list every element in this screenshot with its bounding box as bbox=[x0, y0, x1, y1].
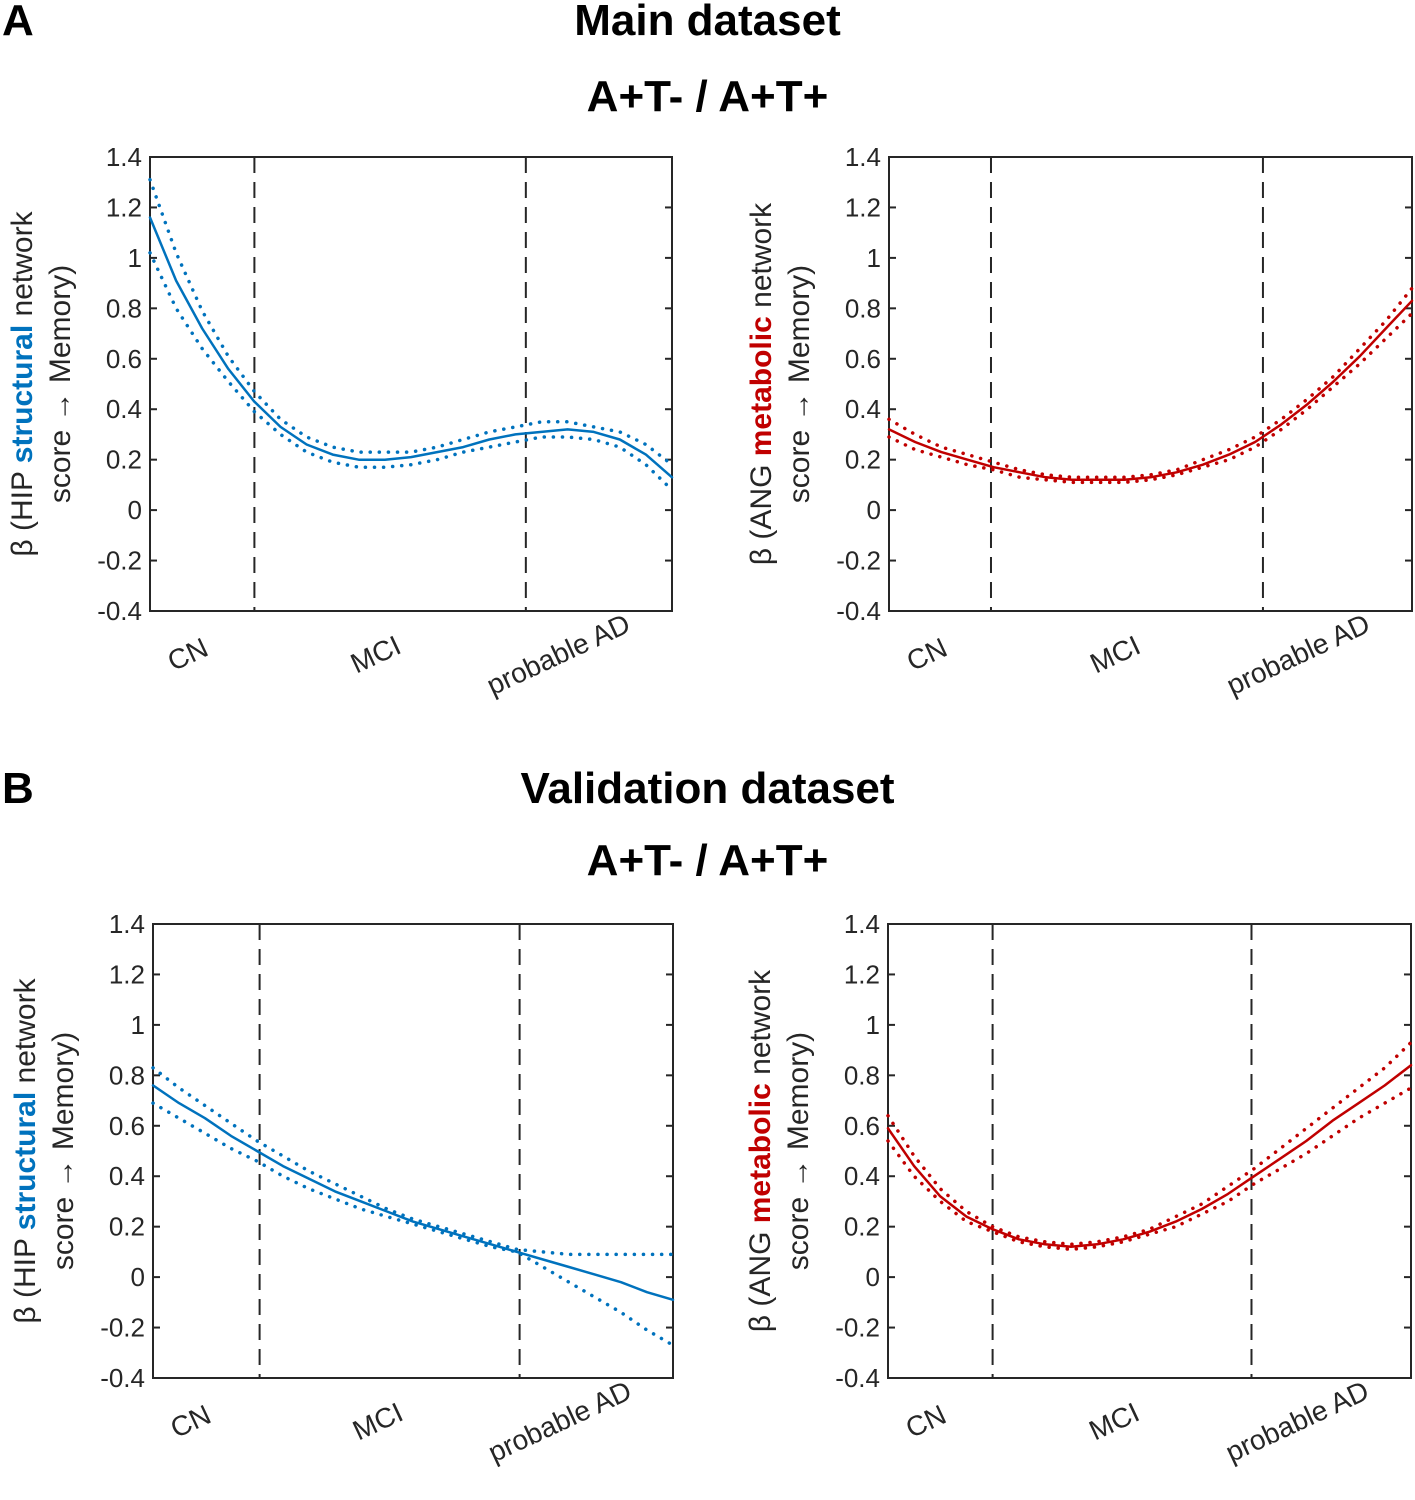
series-line-estimate bbox=[886, 1063, 1413, 1249]
x-stage-label: probable AD bbox=[483, 1375, 636, 1468]
y-axis-label-line1: β (ANG metabolic network bbox=[744, 969, 777, 1332]
y-tick-label: 0.2 bbox=[844, 1212, 880, 1242]
y-axis-label-line2: score → Memory) bbox=[44, 265, 77, 503]
y-tick-label: -0.2 bbox=[100, 1313, 145, 1343]
panel-letter-a: A bbox=[2, 0, 34, 45]
series-line-estimate bbox=[151, 1084, 675, 1302]
y-label-highlight: metabolic bbox=[744, 1083, 777, 1223]
y-tick-label: 1.2 bbox=[845, 192, 881, 222]
y-label-highlight: structural bbox=[9, 1092, 42, 1230]
series-line-upper-ci bbox=[886, 1040, 1413, 1247]
y-axis-label-line2: score → Memory) bbox=[782, 1032, 815, 1270]
x-stage-label: CN bbox=[901, 1399, 951, 1444]
panel-letter-b: B bbox=[2, 764, 34, 813]
x-stage-label: probable AD bbox=[1221, 1375, 1374, 1468]
y-tick-label: 0.8 bbox=[106, 293, 142, 323]
y-axis-label-line2: score → Memory) bbox=[47, 1032, 80, 1270]
y-tick-label: 0.8 bbox=[109, 1060, 145, 1090]
y-tick-label: -0.4 bbox=[97, 596, 142, 626]
y-axis-label-line2: score → Memory) bbox=[783, 265, 816, 503]
series-line-lower-ci bbox=[148, 251, 674, 492]
panel-b-subtitle: A+T- / A+T+ bbox=[586, 836, 829, 885]
plot-frame bbox=[887, 923, 1412, 1379]
y-label-suffix: network bbox=[744, 969, 777, 1083]
y-tick-label: 0.2 bbox=[106, 445, 142, 475]
y-tick-label: -0.2 bbox=[835, 1313, 880, 1343]
plot-frame bbox=[152, 923, 674, 1379]
chart-B-metabolic: -0.4 -0.2 0 0.2 0.4 0.6 0.8 1 1.2 1.4 CN MCI probabl… bbox=[744, 909, 1413, 1468]
series-line-upper-ci bbox=[148, 177, 674, 467]
x-stage-label: probable AD bbox=[1222, 608, 1375, 701]
y-tick-label: -0.2 bbox=[97, 546, 142, 576]
x-stage-label: MCI bbox=[1084, 1396, 1144, 1446]
series-line-lower-ci bbox=[151, 1101, 675, 1347]
panel-b-title: Validation dataset bbox=[520, 764, 895, 813]
series-line-upper-ci bbox=[887, 286, 1414, 480]
y-tick-label: 0.4 bbox=[109, 1161, 145, 1191]
series-line-upper-ci bbox=[151, 1066, 675, 1257]
series-line-estimate bbox=[887, 299, 1414, 482]
series-line-lower-ci bbox=[886, 1086, 1413, 1252]
y-tick-label: 0.2 bbox=[109, 1212, 145, 1242]
x-stage-label: probable AD bbox=[482, 608, 635, 701]
chart-A-structural: -0.4 -0.2 0 0.2 0.4 0.6 0.8 1 1.2 1.4 CN MCI probabl… bbox=[6, 142, 674, 701]
y-tick-label: 0.8 bbox=[844, 1060, 880, 1090]
y-axis-label-line1: β (HIP structural network bbox=[6, 210, 39, 556]
y-tick-label: 0 bbox=[131, 1262, 145, 1292]
y-tick-label: 1.2 bbox=[109, 959, 145, 989]
y-tick-label: 1 bbox=[128, 243, 142, 273]
y-tick-label: 0 bbox=[866, 1262, 880, 1292]
y-tick-label: 1.4 bbox=[844, 909, 880, 939]
y-axis-label-line1: β (HIP structural network bbox=[9, 977, 42, 1323]
plot-frame bbox=[888, 156, 1413, 612]
y-tick-label: 0.6 bbox=[844, 1111, 880, 1141]
y-tick-label: 0 bbox=[867, 495, 881, 525]
y-tick-label: 1.4 bbox=[106, 142, 142, 172]
y-tick-label: 1 bbox=[866, 1010, 880, 1040]
y-label-prefix: β (ANG bbox=[745, 456, 778, 565]
y-tick-label: 1.4 bbox=[109, 909, 145, 939]
y-tick-label: -0.4 bbox=[100, 1363, 145, 1393]
y-tick-label: -0.2 bbox=[836, 546, 881, 576]
y-tick-label: 0 bbox=[128, 495, 142, 525]
chart-A-metabolic: -0.4 -0.2 0 0.2 0.4 0.6 0.8 1 1.2 1.4 CN MCI probabl… bbox=[745, 142, 1414, 701]
y-tick-label: 0.4 bbox=[845, 394, 881, 424]
y-tick-label: 0.6 bbox=[845, 344, 881, 374]
y-label-highlight: structural bbox=[6, 325, 39, 463]
series-line-estimate bbox=[148, 216, 674, 479]
panel-a-subtitle: A+T- / A+T+ bbox=[586, 72, 829, 121]
y-tick-label: 0.4 bbox=[844, 1161, 880, 1191]
y-label-suffix: network bbox=[9, 977, 42, 1091]
y-tick-label: 1 bbox=[131, 1010, 145, 1040]
y-tick-label: 0.8 bbox=[845, 293, 881, 323]
x-stage-label: CN bbox=[902, 632, 952, 677]
y-label-suffix: network bbox=[745, 202, 778, 316]
panel-a-title: Main dataset bbox=[574, 0, 841, 45]
y-axis-label-line1: β (ANG metabolic network bbox=[745, 202, 778, 565]
y-tick-label: 0.6 bbox=[109, 1111, 145, 1141]
y-tick-label: -0.4 bbox=[836, 596, 881, 626]
y-tick-label: 0.2 bbox=[845, 445, 881, 475]
y-label-suffix: network bbox=[6, 210, 39, 324]
y-label-prefix: β (ANG bbox=[744, 1223, 777, 1332]
y-label-prefix: β (HIP bbox=[6, 463, 39, 556]
series-line-lower-ci bbox=[887, 311, 1414, 485]
x-stage-label: CN bbox=[166, 1399, 216, 1444]
y-tick-label: -0.4 bbox=[835, 1363, 880, 1393]
x-stage-label: CN bbox=[163, 632, 213, 677]
x-stage-label: MCI bbox=[1085, 629, 1145, 679]
y-tick-label: 0.4 bbox=[106, 394, 142, 424]
x-stage-label: MCI bbox=[348, 1396, 408, 1446]
y-tick-label: 1.2 bbox=[844, 959, 880, 989]
y-label-highlight: metabolic bbox=[745, 316, 778, 456]
y-label-prefix: β (HIP bbox=[9, 1230, 42, 1323]
plot-frame bbox=[149, 156, 673, 612]
y-tick-label: 1.2 bbox=[106, 192, 142, 222]
chart-B-structural: -0.4 -0.2 0 0.2 0.4 0.6 0.8 1 1.2 1.4 CN MCI probabl… bbox=[9, 909, 675, 1468]
x-stage-label: MCI bbox=[346, 629, 406, 679]
y-tick-label: 1.4 bbox=[845, 142, 881, 172]
y-tick-label: 0.6 bbox=[106, 344, 142, 374]
y-tick-label: 1 bbox=[867, 243, 881, 273]
